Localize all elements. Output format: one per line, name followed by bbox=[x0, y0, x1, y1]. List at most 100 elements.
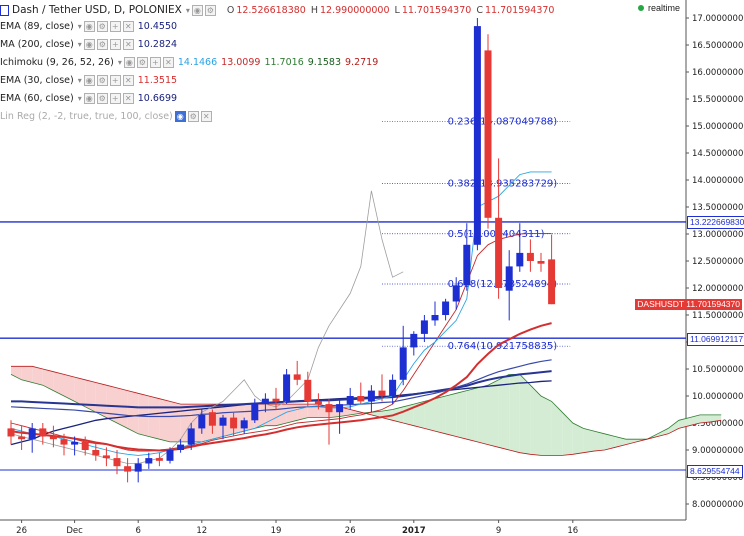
candle-body[interactable] bbox=[314, 401, 322, 405]
eye-icon[interactable]: ◉ bbox=[191, 4, 203, 16]
close-icon[interactable]: ✕ bbox=[122, 20, 134, 32]
indicator-row[interactable]: Lin Reg (2, -2, true, true, 100, close) ◉… bbox=[0, 109, 212, 123]
candle-body[interactable] bbox=[325, 404, 333, 413]
chevron-down-icon[interactable]: ▾ bbox=[77, 39, 82, 49]
chevron-down-icon[interactable]: ▾ bbox=[185, 5, 190, 15]
indicator-label[interactable]: EMA (89, close) bbox=[0, 20, 74, 32]
indicator-row[interactable]: EMA (60, close) ▾ ◉ ⚙ + ✕ 10.6699 bbox=[0, 91, 177, 105]
candle-body[interactable] bbox=[134, 463, 142, 472]
candle-body[interactable] bbox=[452, 285, 460, 302]
chevron-down-icon[interactable]: ▾ bbox=[77, 21, 82, 31]
chevron-down-icon[interactable]: ▾ bbox=[117, 57, 122, 67]
candle-body[interactable] bbox=[473, 26, 481, 245]
symbol-title[interactable]: Dash / Tether USD, D, POLONIEX bbox=[12, 4, 182, 16]
candle-body[interactable] bbox=[283, 374, 291, 402]
candle-body[interactable] bbox=[516, 252, 524, 267]
candle-body[interactable] bbox=[60, 439, 68, 445]
candle-body[interactable] bbox=[28, 428, 36, 440]
candle-body[interactable] bbox=[484, 50, 492, 218]
close-icon[interactable]: ✕ bbox=[122, 74, 134, 86]
chevron-down-icon[interactable]: ▾ bbox=[77, 75, 82, 85]
eye-icon[interactable]: ◉ bbox=[83, 74, 95, 86]
realtime-status[interactable]: realtime bbox=[638, 3, 680, 13]
close-icon[interactable]: ✕ bbox=[162, 56, 174, 68]
ichimoku-cloud-segment bbox=[117, 387, 128, 429]
candle-body[interactable] bbox=[399, 347, 407, 380]
candle-body[interactable] bbox=[39, 428, 47, 437]
candle-body[interactable] bbox=[410, 333, 418, 348]
candle-body[interactable] bbox=[420, 320, 428, 334]
candle-body[interactable] bbox=[526, 252, 534, 261]
candle-body[interactable] bbox=[251, 404, 259, 421]
candle-body[interactable] bbox=[389, 379, 397, 396]
candle-body[interactable] bbox=[124, 466, 132, 472]
close-icon[interactable]: ✕ bbox=[200, 110, 212, 122]
candle-body[interactable] bbox=[442, 301, 450, 316]
candle-body[interactable] bbox=[145, 458, 153, 464]
indicator-label[interactable]: Ichimoku (9, 26, 52, 26) bbox=[0, 56, 114, 68]
candle-body[interactable] bbox=[155, 458, 163, 461]
candle-body[interactable] bbox=[367, 390, 375, 402]
candle-body[interactable] bbox=[336, 404, 344, 413]
candle-body[interactable] bbox=[18, 436, 26, 440]
add-icon[interactable]: + bbox=[109, 74, 121, 86]
settings-icon[interactable]: ⚙ bbox=[136, 56, 148, 68]
settings-icon[interactable]: ⚙ bbox=[96, 74, 108, 86]
candle-body[interactable] bbox=[378, 390, 386, 396]
candle-body[interactable] bbox=[7, 428, 15, 437]
candle-body[interactable] bbox=[102, 455, 110, 459]
eye-icon[interactable]: ◉ bbox=[83, 38, 95, 50]
candle-body[interactable] bbox=[92, 450, 100, 456]
settings-icon[interactable]: ⚙ bbox=[204, 4, 216, 16]
add-icon[interactable]: + bbox=[109, 38, 121, 50]
candle-body[interactable] bbox=[230, 417, 238, 429]
candle-body[interactable] bbox=[495, 217, 503, 288]
candle-body[interactable] bbox=[187, 428, 195, 445]
close-icon[interactable]: ✕ bbox=[122, 92, 134, 104]
candle-body[interactable] bbox=[208, 412, 216, 426]
candle-body[interactable] bbox=[49, 436, 57, 440]
settings-icon[interactable]: ⚙ bbox=[187, 110, 199, 122]
candle-body[interactable] bbox=[463, 244, 471, 286]
candle-body[interactable] bbox=[81, 441, 89, 450]
indicator-label[interactable]: EMA (30, close) bbox=[0, 74, 74, 86]
eye-icon[interactable]: ◉ bbox=[123, 56, 135, 68]
add-icon[interactable]: + bbox=[109, 92, 121, 104]
candle-body[interactable] bbox=[240, 420, 248, 429]
indicator-row[interactable]: EMA (30, close) ▾ ◉ ⚙ + ✕ 11.3515 bbox=[0, 73, 177, 87]
settings-icon[interactable]: ⚙ bbox=[96, 38, 108, 50]
add-icon[interactable]: + bbox=[149, 56, 161, 68]
settings-icon[interactable]: ⚙ bbox=[96, 20, 108, 32]
candle-body[interactable] bbox=[219, 417, 227, 426]
close-icon[interactable]: ✕ bbox=[122, 38, 134, 50]
candle-body[interactable] bbox=[346, 396, 354, 405]
eye-icon[interactable]: ◉ bbox=[83, 92, 95, 104]
candle-body[interactable] bbox=[537, 261, 545, 264]
indicator-row[interactable]: EMA (89, close) ▾ ◉ ⚙ + ✕ 10.4550 bbox=[0, 19, 177, 33]
candle-body[interactable] bbox=[177, 444, 185, 450]
candle-body[interactable] bbox=[166, 450, 174, 461]
indicator-row[interactable]: Ichimoku (9, 26, 52, 26) ▾ ◉ ⚙ + ✕ 14.1466 13.0… bbox=[0, 55, 378, 69]
chevron-down-icon[interactable]: ▾ bbox=[77, 93, 82, 103]
candle-body[interactable] bbox=[304, 379, 312, 402]
candle-body[interactable] bbox=[357, 396, 365, 402]
indicator-row[interactable]: MA (200, close) ▾ ◉ ⚙ + ✕ 10.2824 bbox=[0, 37, 177, 51]
candle-body[interactable] bbox=[431, 315, 439, 321]
eye-icon[interactable]: ◉ bbox=[83, 20, 95, 32]
candle-body[interactable] bbox=[198, 414, 206, 429]
eye-icon[interactable]: ◉ bbox=[174, 110, 186, 122]
add-icon[interactable]: + bbox=[109, 20, 121, 32]
candle-body[interactable] bbox=[113, 458, 121, 467]
candle-body[interactable] bbox=[261, 398, 269, 405]
candle-body[interactable] bbox=[293, 374, 301, 380]
settings-icon[interactable]: ⚙ bbox=[96, 92, 108, 104]
indicator-label[interactable]: EMA (60, close) bbox=[0, 92, 74, 104]
indicator-label[interactable]: MA (200, close) bbox=[0, 38, 74, 50]
candle-body[interactable] bbox=[71, 441, 79, 445]
ichimoku-cloud-segment bbox=[604, 433, 616, 450]
candle-body[interactable] bbox=[272, 398, 280, 402]
indicator-label[interactable]: Lin Reg (2, -2, true, true, 100, close) bbox=[0, 110, 173, 122]
candle-body[interactable] bbox=[548, 259, 556, 305]
candle-body[interactable] bbox=[505, 266, 513, 291]
